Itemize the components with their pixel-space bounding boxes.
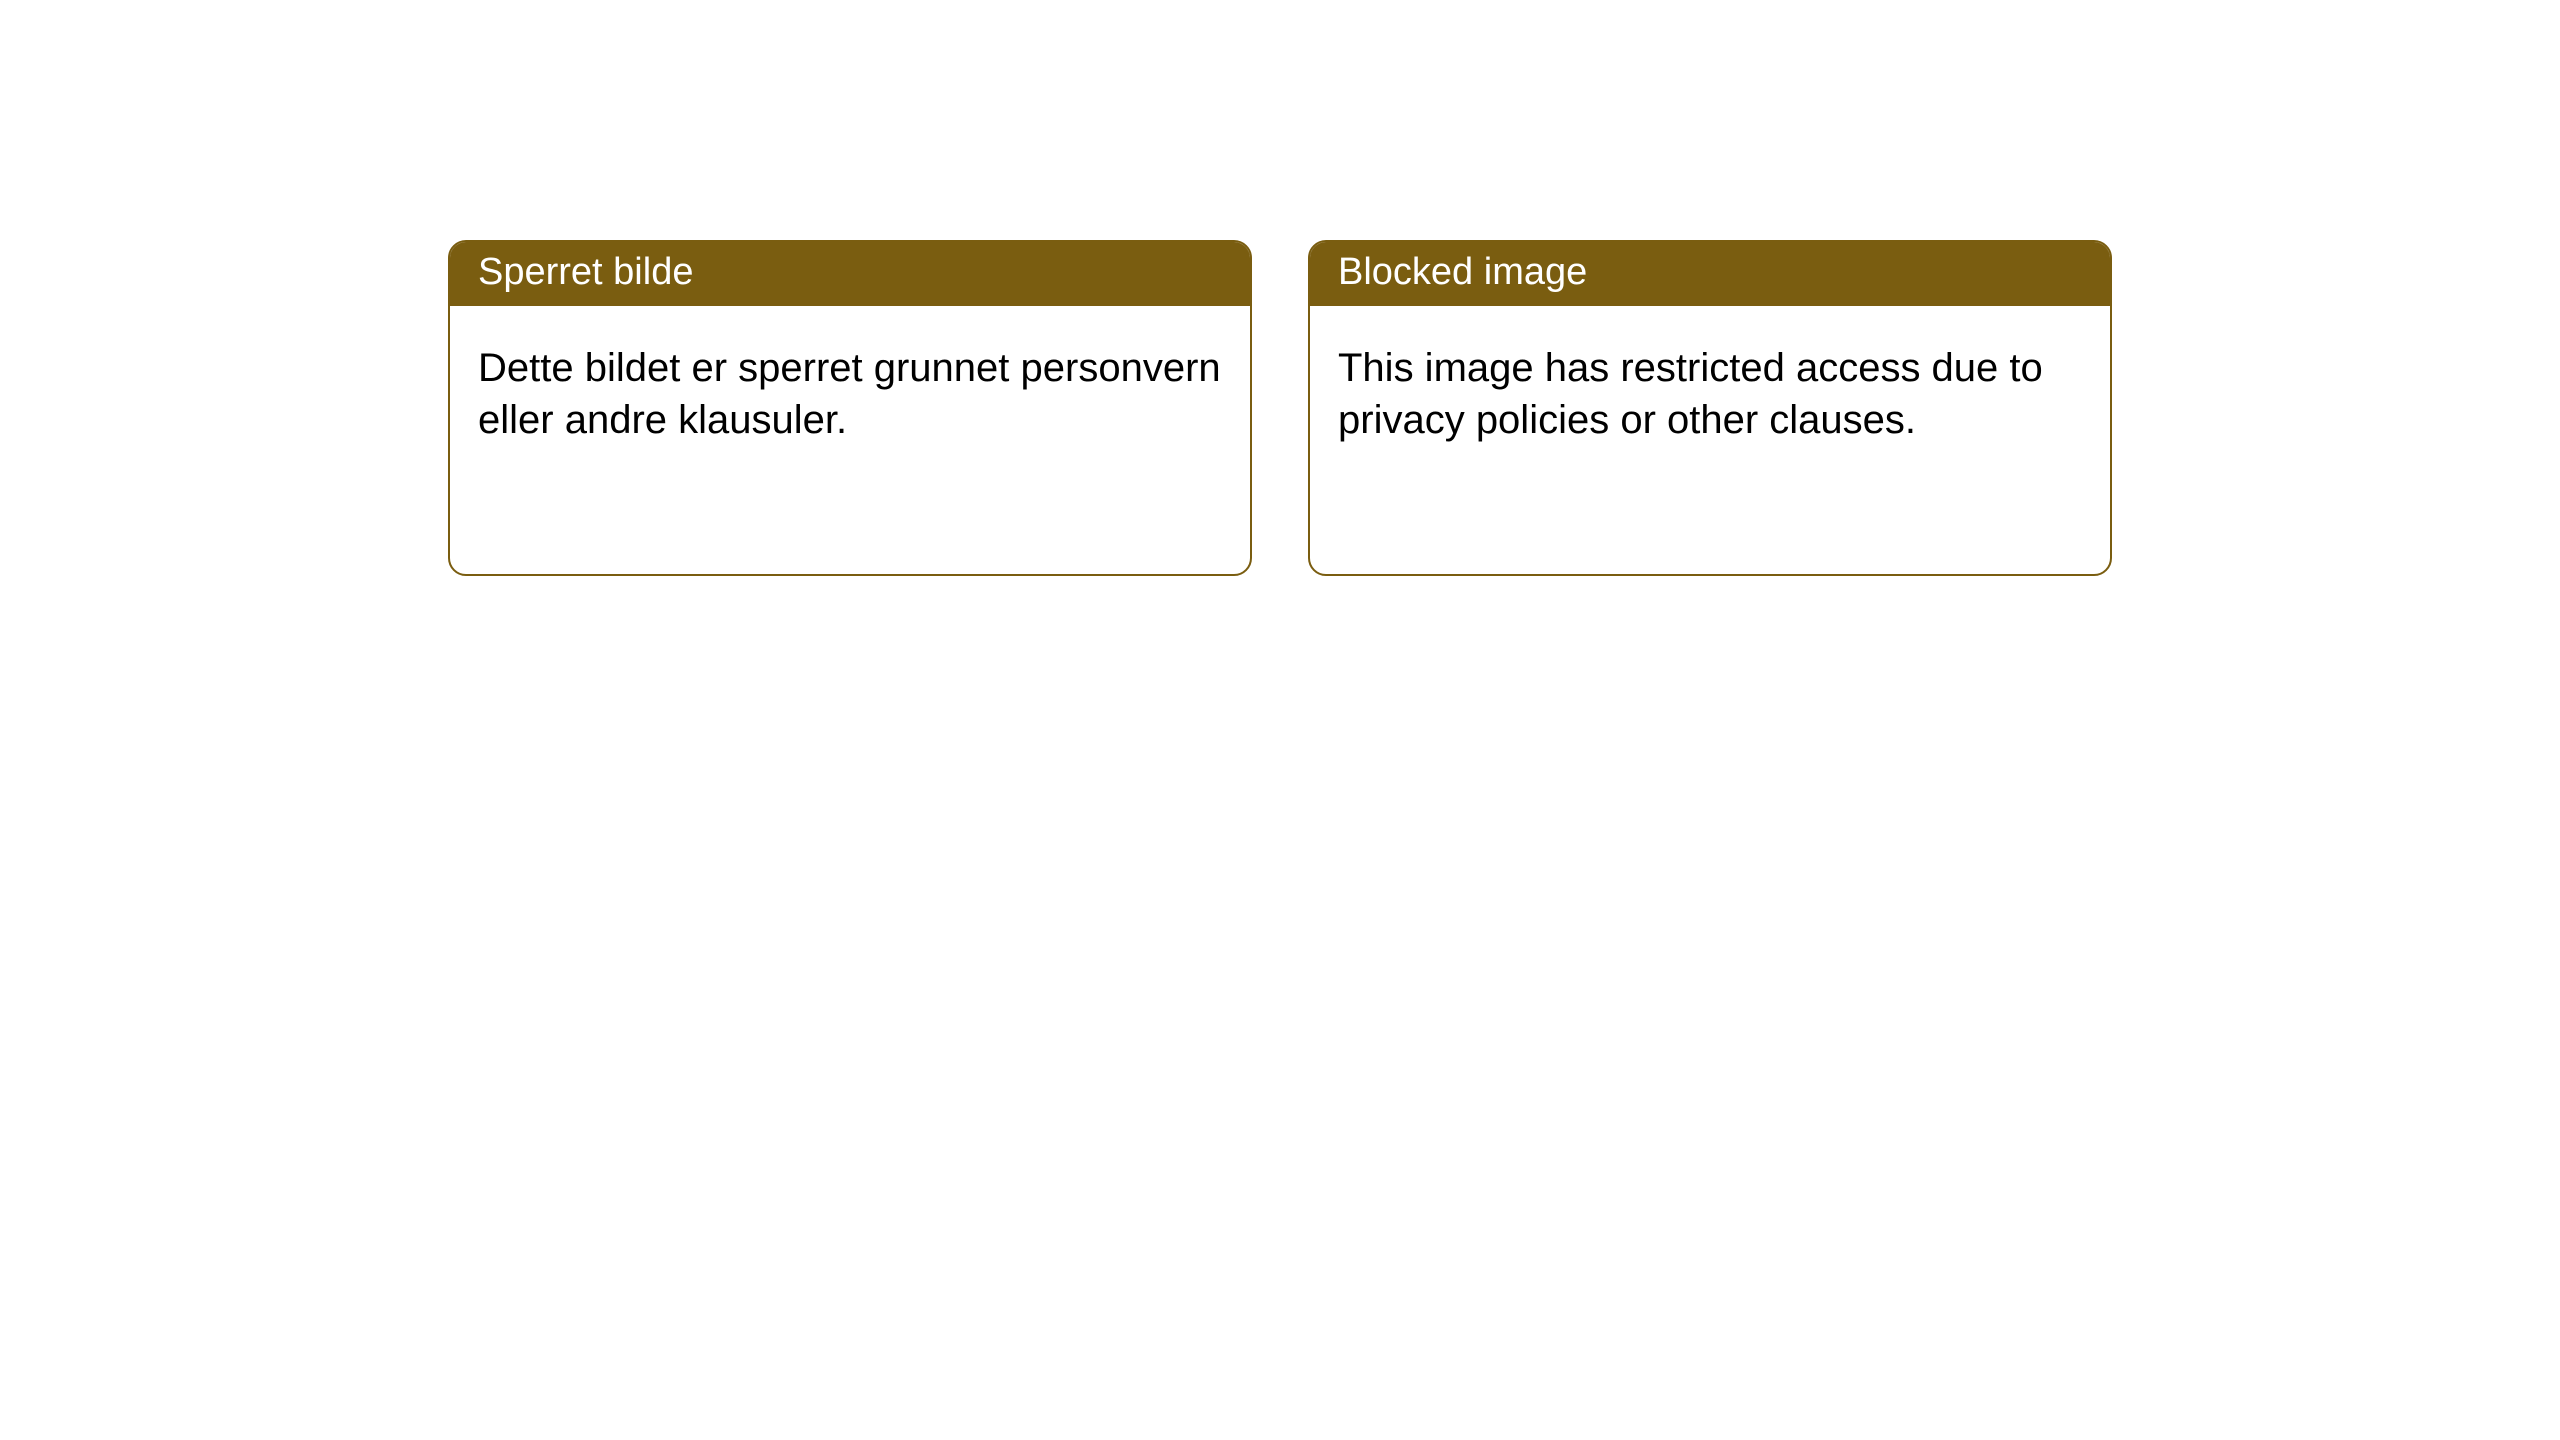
notice-header: Blocked image <box>1310 242 2110 306</box>
notice-header: Sperret bilde <box>450 242 1250 306</box>
notice-body: Dette bildet er sperret grunnet personve… <box>450 306 1250 482</box>
notice-container: Sperret bilde Dette bildet er sperret gr… <box>0 0 2560 576</box>
notice-card-english: Blocked image This image has restricted … <box>1308 240 2112 576</box>
notice-card-norwegian: Sperret bilde Dette bildet er sperret gr… <box>448 240 1252 576</box>
notice-body: This image has restricted access due to … <box>1310 306 2110 482</box>
